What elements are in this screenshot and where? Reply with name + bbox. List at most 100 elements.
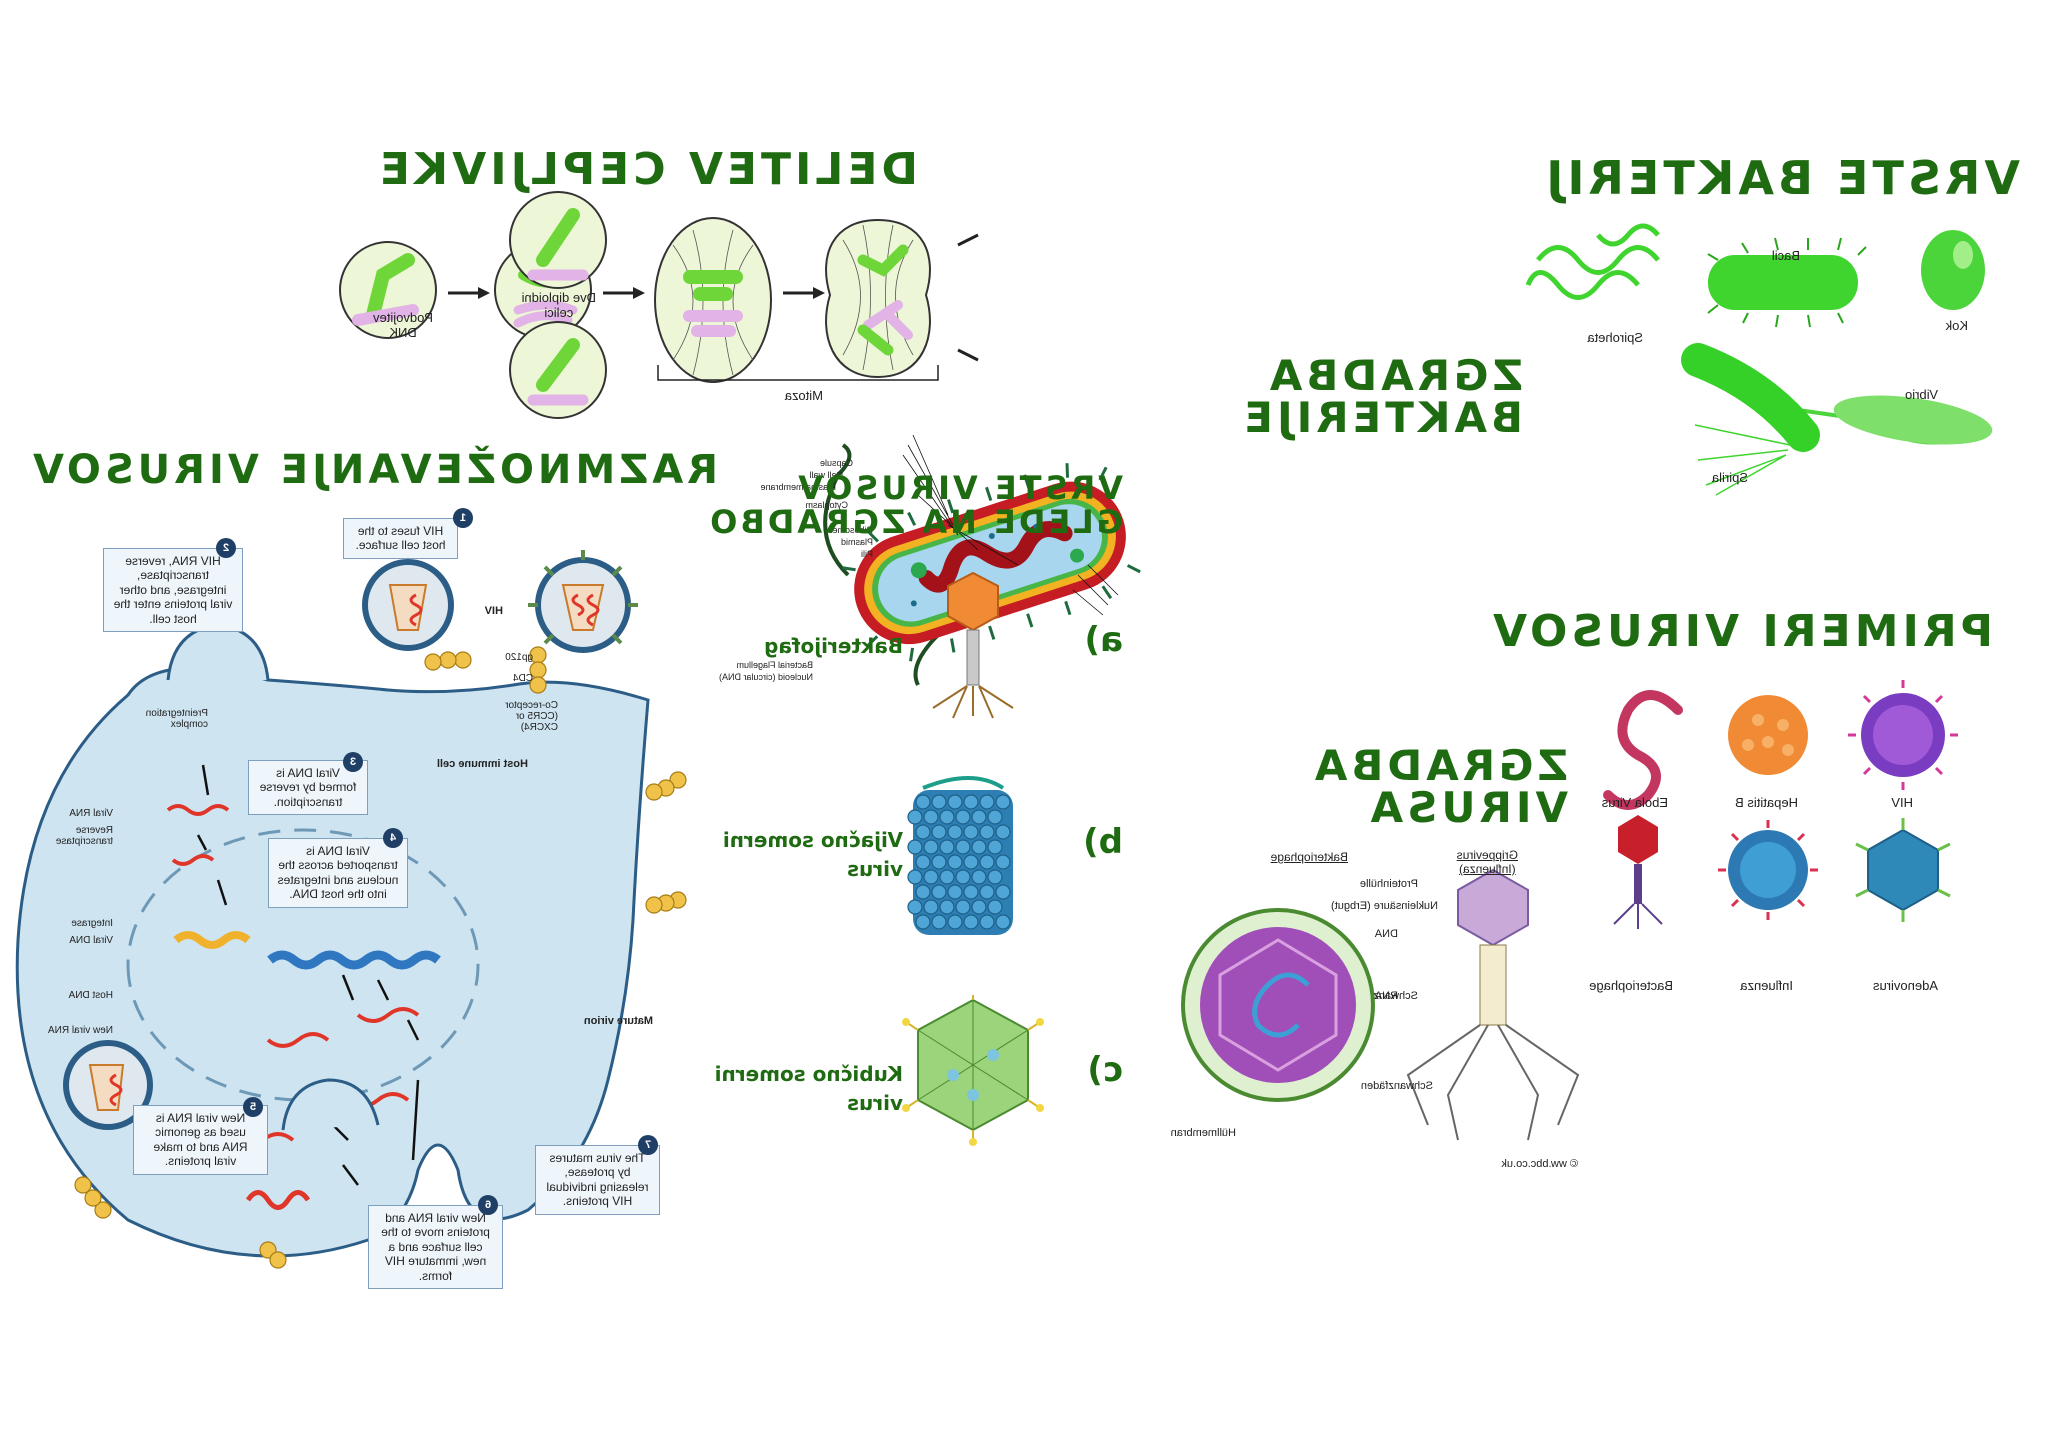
label-mature-virion: Mature virion [583, 1015, 653, 1027]
heading-zgradba-bakterije-1: ZGRADBA [1265, 351, 1523, 400]
capsomere [979, 794, 995, 810]
label-mitoza: Mitoza [784, 388, 823, 403]
label-reverse-transcriptase: Reverse transcriptase [55, 825, 113, 847]
mitosis-cell-4 [825, 218, 931, 379]
hepatitis-b-example-icon [1728, 695, 1808, 775]
heading-vrste-virusov-2: GLEDE NA ZGRADBO [707, 502, 1123, 541]
virus-anatomy [1181, 868, 1580, 1141]
label-nukleinsaure: Nukleinsäure (Erbgut) [1331, 900, 1438, 912]
label-phage-title: Bakteriophage [1270, 850, 1348, 864]
label-host-cell: Host immune cell [436, 758, 528, 770]
virion-2 [362, 559, 454, 651]
capsomere [963, 854, 979, 870]
heading-zgradba-virusa-2: VIRUSA [1366, 783, 1568, 832]
label-nucleoid: Nucleoid (circular DNA) [718, 672, 813, 682]
label-schwanzfaden: Schwanzfäden [1360, 1080, 1433, 1092]
daughter-cells [509, 191, 607, 419]
capsomere [907, 899, 923, 915]
step-2-badge: 2 [216, 538, 236, 558]
label-vijacno: Vijačno somerni virus [723, 826, 903, 884]
label-integrase: Integrase [71, 918, 113, 929]
capsomere [971, 869, 987, 885]
capsomere [955, 869, 971, 885]
capsomere [939, 839, 955, 855]
step-2-box: HIV RNA, reverse transcriptase, integras… [103, 548, 243, 632]
capsomere [971, 839, 987, 855]
label-kok: Kok [1945, 318, 1968, 333]
capsomere [955, 899, 971, 915]
mitosis-diagram [339, 217, 979, 383]
capsomere [947, 884, 963, 900]
label-flu-title: Grippevirus (Influenza) [1457, 848, 1518, 876]
step-6-badge: 6 [478, 1195, 498, 1215]
step-3-badge: 3 [343, 752, 363, 772]
capsomere [915, 824, 931, 840]
label-podvojitev-1: Podvojitev [373, 310, 433, 325]
heading-vrste-bakterij: VRSTE BAKTERIJ [1542, 151, 2020, 205]
label-proteinhulle: Proteinhülle [1359, 878, 1418, 890]
capsomere [915, 884, 931, 900]
label-ebola: Ebola Virus [1601, 795, 1668, 810]
step-7-box: The virus matures by protease, releasing… [535, 1145, 660, 1215]
letter-a: a) [1084, 620, 1123, 660]
heading-zgradba-virusa-1: ZGRADBA [1310, 741, 1568, 790]
capsomere [947, 794, 963, 810]
nucleoid-icon [918, 521, 1073, 593]
bacteria-types [1525, 223, 1993, 496]
step-4-badge: 4 [383, 828, 403, 848]
capsomere [995, 884, 1011, 900]
cubic-virus-c [902, 995, 1044, 1146]
capsomere [931, 794, 947, 810]
capsomere [995, 794, 1011, 810]
capsomere [987, 899, 1003, 915]
label-new-viral-rna: New viral RNA [47, 1025, 113, 1036]
label-pili: Pili [860, 549, 873, 559]
capsomere [931, 884, 947, 900]
virus-examples [1603, 680, 1958, 929]
label-capsule: Capsule [819, 458, 853, 468]
step-5-badge: 5 [243, 1097, 263, 1117]
capsomere [995, 914, 1011, 930]
capsomere [915, 854, 931, 870]
new-viral-rna [231, 1007, 420, 1148]
label-hullmembran: Hüllmembran [1170, 1127, 1236, 1139]
capsomere [939, 869, 955, 885]
kok-icon [1921, 230, 1985, 310]
heading-razmnozevanje: RAZMNOŽEVANJE VIRUSOV [29, 447, 718, 493]
capsomere [955, 839, 971, 855]
capsomere [947, 914, 963, 930]
capsomere [995, 824, 1011, 840]
step-7-badge: 7 [638, 1135, 658, 1155]
capsomere [939, 899, 955, 915]
capsomere [907, 809, 923, 825]
label-cd4: CD4 [512, 673, 533, 684]
label-hiv: HIV [484, 605, 503, 617]
adenovirus-example-icon [1855, 818, 1951, 922]
label-vibrio: Vibrio [1904, 387, 1938, 402]
capsomere [923, 869, 939, 885]
bacil-icon [1708, 255, 1858, 310]
label-bacteriophage: Bacteriophage [1589, 978, 1673, 993]
label-preintegration: Preintegration complex [145, 708, 208, 730]
step-4-box: Viral DNA is transported across the nucl… [268, 838, 408, 908]
capsomere [923, 839, 939, 855]
label-flu-title-2: (Influenza) [1458, 862, 1516, 876]
heading-vrste-virusov-1: VRSTE VIRUSOV [795, 469, 1123, 507]
spirila-icon [1681, 343, 1820, 452]
capsomere [947, 854, 963, 870]
virion-1 [528, 550, 638, 653]
capsomere [947, 824, 963, 840]
label-hepatitis-b: Hepatitis B [1735, 795, 1798, 810]
heading-delitev: DELITEV CEPLJIVKE [375, 144, 918, 195]
capsomere [979, 824, 995, 840]
mature-virion [63, 1040, 153, 1130]
bacterium-structure [823, 434, 1141, 686]
capsomere [963, 824, 979, 840]
bacteriophage-example-icon [1613, 815, 1663, 929]
capsomere [987, 809, 1003, 825]
capsomere [915, 914, 931, 930]
label-podvojitev-2: DNK [389, 325, 417, 340]
label-copyright: © ww.bbc.co.uk [1501, 1158, 1578, 1170]
